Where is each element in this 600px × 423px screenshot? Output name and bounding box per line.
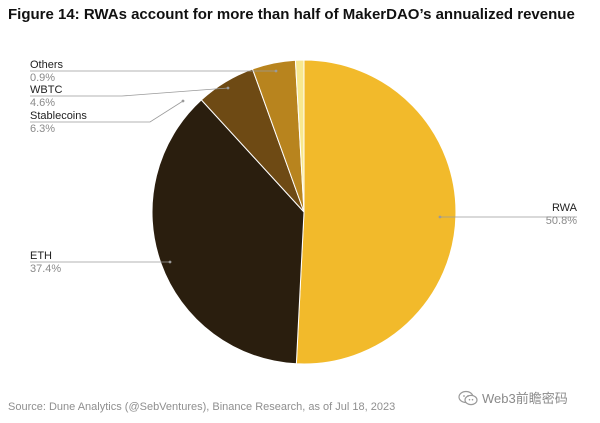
slice-value-wbtc: 4.6%: [30, 97, 55, 109]
leader-dot-wbtc: [226, 86, 230, 90]
slice-label-others: Others: [30, 59, 64, 71]
slice-label-rwa: RWA: [552, 202, 578, 214]
slice-label-stablecoins: Stablecoins: [30, 110, 87, 122]
slice-label-wbtc: WBTC: [30, 84, 62, 96]
pie-slice-others: [294, 59, 305, 213]
watermark: Web3前瞻密码: [458, 388, 568, 407]
slice-value-stablecoins: 6.3%: [30, 123, 55, 135]
leader-lines: [30, 69, 577, 264]
watermark-text: Web3前瞻密码: [482, 391, 568, 406]
slice-value-rwa: 50.8%: [546, 215, 577, 227]
slice-label-eth: ETH: [30, 250, 52, 262]
leader-dot-eth: [168, 260, 172, 264]
slice-value-others: 0.9%: [30, 72, 55, 84]
leader-dot-rwa: [438, 215, 442, 219]
pie-slice-rwa: [295, 59, 457, 365]
chart-title: Figure 14: RWAs account for more than ha…: [8, 6, 575, 23]
leader-dot-others: [274, 69, 278, 73]
leader-dot-stablecoins: [181, 99, 185, 103]
wechat-icon: [458, 390, 478, 405]
source-note: Source: Dune Analytics (@SebVentures), B…: [8, 401, 396, 413]
slice-value-eth: 37.4%: [30, 263, 61, 275]
pie-slice-eth: [151, 99, 305, 365]
leader-line-wbtc: [30, 87, 229, 97]
pie-slices: [151, 59, 457, 365]
leader-line-stablecoins: [30, 100, 184, 123]
